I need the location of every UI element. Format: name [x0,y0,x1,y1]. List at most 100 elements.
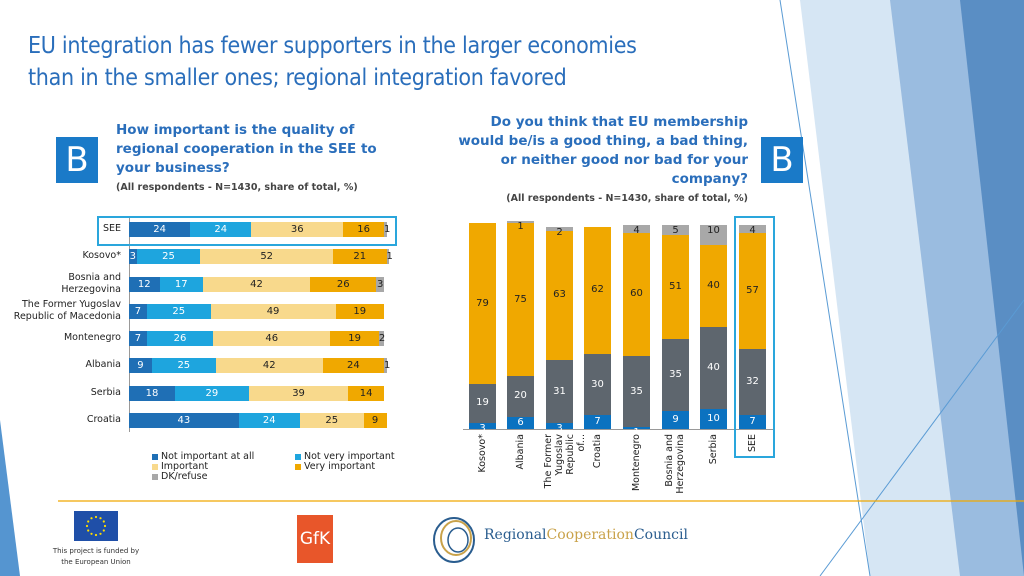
question-line: company? [671,171,748,187]
eu-star [102,529,105,532]
bar-segment: 9 [129,357,152,373]
bar-segment: 24 [238,412,300,428]
gfk-logo: GfK [297,515,333,563]
bar-segment: 3 [469,422,496,434]
question-line: would be/is a good thing, a bad thing, [458,133,748,149]
bar-segment: 24 [129,221,191,237]
bar-segment: 36 [251,221,344,237]
bar-segment: 43 [129,412,239,428]
eu-star [85,524,89,528]
category-label: Montenegro [631,434,642,494]
legend-item: Not very important [295,451,395,462]
bar-segment: 39 [248,385,349,401]
category-label-line: Albania [85,359,121,370]
bar-segment: 31 [546,359,573,423]
bar-segment: 6 [507,416,534,429]
eu-star [94,515,98,519]
bar-segment: 62 [584,227,611,354]
highlight-box-see [734,216,775,458]
category-label: Kosovo* [82,250,121,262]
legend-swatch [152,453,158,460]
category-label: Montenegro [64,332,121,344]
bar-segment: 7 [129,330,147,346]
category-label: Albania [515,434,526,494]
bar-segment: 2 [546,227,573,238]
question-line: or neither good nor bad for your [500,152,748,168]
category-label-line: The Former [542,434,554,489]
bar-segment: 26 [310,276,377,292]
category-label-line: Croatia [591,434,603,469]
bar-segment: 1 [507,220,534,232]
eu-star [90,532,93,535]
legend-item: Important [152,461,208,472]
category-label-line: SEE [102,223,121,234]
eu-star [87,520,90,523]
eu-star [87,529,90,532]
eu-star [90,517,93,520]
title-line: EU integration has fewer supporters in t… [28,33,637,59]
category-label-line: Yugoslav [553,434,565,476]
category-label-line: Bosnia and [68,272,121,283]
bar-segment: 19 [469,384,496,423]
category-label: Bosnia and Herzegovina [664,434,686,494]
legend-item: DK/refuse [152,471,207,482]
legend-label: Important [161,461,209,472]
title-line: than in the smaller ones; regional integ… [28,65,567,91]
bar-segment: 7 [584,414,611,429]
eu-funding-note: This project is funded by the European U… [50,546,142,568]
category-label: Serbia [708,434,719,494]
bar-segment: 3 [546,422,573,434]
eu-star [102,520,105,523]
category-label-line: Serbia [707,434,719,465]
bar-segment: 40 [700,327,727,409]
bar-segment: 20 [507,375,534,417]
category-label-line: Republic of Macedonia [13,311,121,322]
bar-segment: 79 [469,222,496,385]
category-label: Kosovo* [477,434,488,494]
right-chart-axis [463,429,773,430]
eu-star [99,532,102,535]
legend-swatch [152,473,158,480]
eu-star [103,524,107,528]
category-label: The Former Yugoslav Republic of Macedonia [14,299,121,323]
bar-segment: 10 [700,408,727,429]
bar-segment: 9 [662,410,689,429]
bar-segment: 25 [299,412,364,428]
category-label: The Former Yugoslav Republic of... [543,434,587,494]
eu-star [99,517,102,520]
bar-segment: 4 [739,225,766,236]
bar-segment: 49 [210,303,336,319]
rcc-logo-mark [433,517,475,563]
bar-segment: 52 [200,248,333,264]
question-line: How important is the quality of [116,122,355,138]
eu-star [94,533,98,537]
category-label-line: Republic of... [564,434,587,475]
category-label-line: Croatia [86,414,121,425]
rcc-word: Council [633,527,688,543]
bar-segment: 42 [215,357,323,373]
question-line: Do you think that EU membership [490,114,748,130]
category-label: Albania [86,359,121,371]
bar-segment: 10 [700,225,727,246]
category-label-line: Montenegro [63,332,121,343]
bar-segment: 2 [378,330,386,346]
category-label-line: Montenegro [630,434,642,492]
bar-segment: 63 [546,231,573,360]
bar-segment: 42 [202,276,311,292]
category-label-line: Bosnia and [664,434,675,487]
bar-segment: 12 [129,276,160,292]
eu-flag-logo [74,511,118,541]
category-label: Croatia [592,434,603,494]
bar-segment: 19 [330,330,379,346]
bar-segment: 5 [662,225,689,236]
bar-segment: 40 [700,245,727,327]
bar-segment: 57 [739,233,766,350]
bar-segment: 4 [623,225,650,236]
bar-segment: 51 [662,235,689,340]
bar-segment: 32 [739,349,766,415]
right-question: Do you think that EU membership would be… [458,113,748,189]
bar-segment: 35 [623,355,650,427]
bar-segment: 9 [363,412,387,428]
legend-swatch [152,463,158,470]
